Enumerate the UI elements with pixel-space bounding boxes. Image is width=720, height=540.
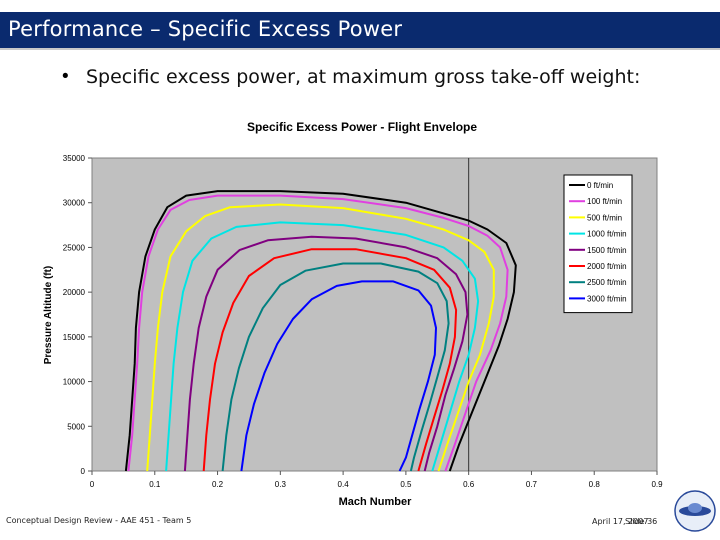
slide-title: Performance – Specific Excess Power — [8, 17, 403, 41]
x-tick-label: 0.5 — [400, 480, 412, 489]
footer-date: April 17, 2007 — [592, 517, 649, 526]
series-line-1 — [127, 194, 509, 472]
bullet-text: Specific excess power, at maximum gross … — [62, 66, 652, 88]
x-tick-label: 0.2 — [212, 480, 224, 489]
x-axis-label: Mach Number — [339, 496, 412, 508]
bullet-text-content: Specific excess power, at maximum gross … — [86, 66, 641, 88]
legend-label: 1500 ft/min — [587, 246, 627, 255]
y-tick-label: 35000 — [63, 154, 86, 163]
series-line-5 — [202, 248, 458, 472]
title-bar — [0, 12, 720, 48]
x-tick-label: 0.7 — [526, 480, 538, 489]
chart-title: Specific Excess Power - Flight Envelope — [247, 120, 477, 134]
x-tick-label: 0.3 — [275, 480, 287, 489]
x-tick-label: 0.8 — [589, 480, 601, 489]
series-line-7 — [240, 280, 437, 472]
footer-text: Conceptual Design Review - AAE 451 - Tea… — [6, 516, 192, 525]
series-line-2 — [146, 203, 495, 472]
plot-area — [91, 157, 658, 472]
y-tick-label: 25000 — [63, 243, 86, 252]
legend-label: 2500 ft/min — [587, 278, 627, 287]
y-tick-label: 0 — [81, 467, 86, 476]
legend-label: 1000 ft/min — [587, 230, 627, 239]
team-logo — [674, 490, 716, 532]
y-tick-label: 15000 — [63, 333, 86, 342]
legend-label: 100 ft/min — [587, 197, 622, 206]
legend-box — [563, 174, 633, 314]
footer-slide-number: Slide 36 — [625, 517, 658, 526]
y-tick-label: 20000 — [63, 288, 86, 297]
y-axis-label: Pressure Altitude (ft) — [43, 266, 54, 365]
series-line-3 — [165, 221, 480, 472]
title-divider — [0, 48, 720, 50]
y-tick-label: 10000 — [63, 378, 86, 387]
y-tick-label: 5000 — [67, 422, 85, 431]
series-line-4 — [183, 235, 469, 472]
legend-label: 0 ft/min — [587, 181, 613, 190]
x-tick-label: 0.4 — [338, 480, 350, 489]
legend-label: 2000 ft/min — [587, 262, 627, 271]
x-tick-label: 0.1 — [149, 480, 161, 489]
series-line-0 — [124, 190, 517, 472]
x-tick-label: 0.6 — [463, 480, 475, 489]
x-tick-label: 0 — [90, 480, 95, 489]
bullet-marker: • — [62, 66, 69, 87]
x-tick-label: 0.9 — [651, 480, 663, 489]
y-tick-label: 30000 — [63, 199, 86, 208]
legend-label: 3000 ft/min — [587, 294, 627, 303]
series-line-6 — [221, 262, 450, 472]
legend-label: 500 ft/min — [587, 213, 622, 222]
